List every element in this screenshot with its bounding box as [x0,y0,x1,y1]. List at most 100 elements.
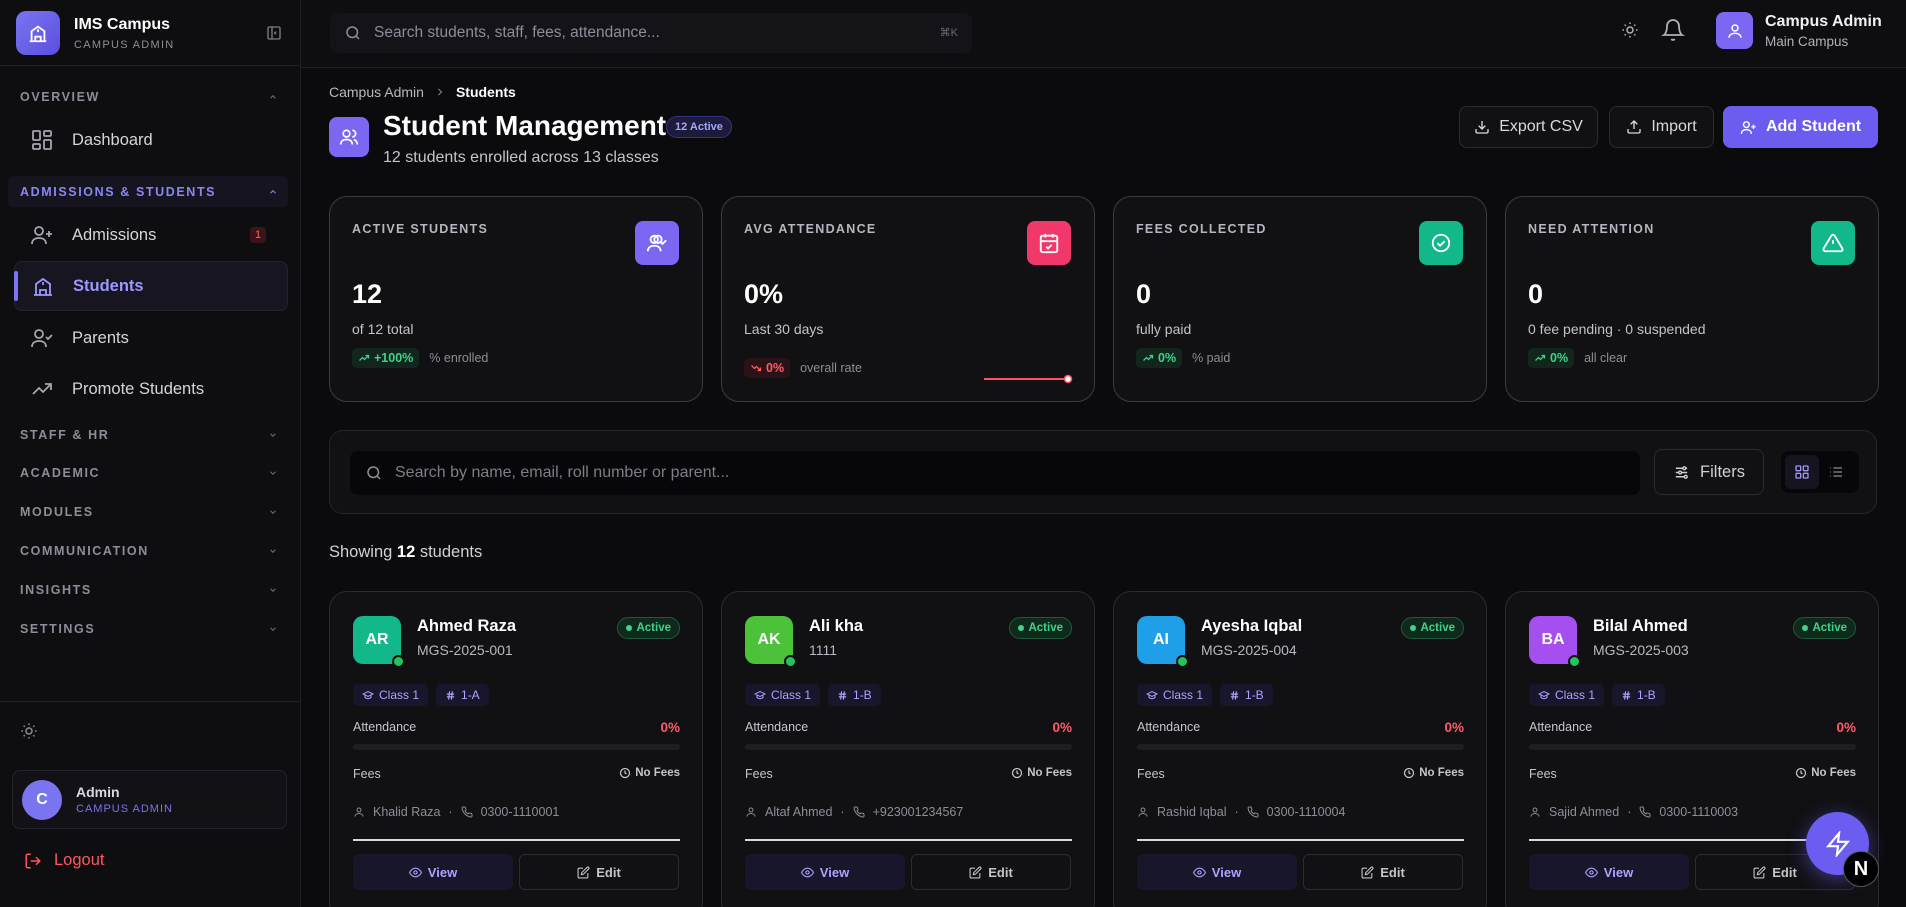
fees-value: No Fees [635,767,680,779]
student-name[interactable]: Bilal Ahmed [1593,617,1688,635]
stat-value: 0% [744,279,784,309]
user-check-icon [635,221,679,265]
student-card[interactable]: AK Ali kha 1111 Active Class 1 1-B Atten… [721,591,1095,907]
showing-count: Showing 12 students [329,543,482,562]
class-tag: Class 1 [1529,684,1605,706]
eye-icon [408,867,422,877]
section-communication[interactable]: COMMUNICATION [20,541,278,561]
eye-icon [1192,867,1206,877]
student-name[interactable]: Ahmed Raza [417,617,517,635]
attendance-label: Attendance [353,720,417,734]
edit-icon [1361,865,1374,878]
parent-contact: Sajid Ahmed · 0300-1110003 [1529,805,1738,819]
view-button[interactable]: View [1137,854,1297,890]
trend-note: % enrolled [429,351,489,365]
fees-value: No Fees [1811,767,1856,779]
search-placeholder: Search by name, email, roll number or pa… [395,464,730,481]
school-logo-icon [16,11,60,55]
trend-value: 0% [1158,351,1177,365]
section-modules[interactable]: MODULES [20,502,278,522]
section-insights[interactable]: INSIGHTS [20,580,278,600]
user-plus-icon [28,221,56,249]
search-shortcut: ⌘K [939,27,958,39]
sidebar-user-card[interactable]: C Admin CAMPUS ADMIN [12,770,287,829]
hash-icon [446,690,455,700]
eye-icon [1584,867,1598,877]
top-user-menu[interactable]: Campus Admin Main Campus [1716,12,1882,49]
student-search-input[interactable]: Search by name, email, roll number or pa… [350,451,1640,495]
student-card[interactable]: AR Ahmed Raza MGS-2025-001 Active Class … [329,591,703,907]
student-card[interactable]: AI Ayesha Iqbal MGS-2025-004 Active Clas… [1113,591,1487,907]
sidebar-item-dashboard[interactable]: Dashboard [14,115,288,165]
sidebar-item-parents[interactable]: Parents [14,313,288,363]
student-name[interactable]: Ayesha Iqbal [1201,617,1303,635]
avatar: C [22,779,62,820]
parent-name: Sajid Ahmed [1549,805,1620,819]
fees-status: No Fees [619,767,680,779]
parent-name: Altaf Ahmed [765,805,833,819]
sidebar-item-promote[interactable]: Promote Students [14,364,288,414]
notification-bell-icon[interactable] [1661,18,1685,42]
edit-button[interactable]: Edit [911,854,1071,890]
search-icon [346,26,360,40]
view-button[interactable]: View [353,854,513,890]
theme-sun-icon[interactable] [1621,21,1639,39]
view-button[interactable]: View [1529,854,1689,890]
grid-view-icon[interactable] [1785,455,1819,489]
section-overview[interactable]: OVERVIEW [20,87,278,107]
brand-name: IMS Campus [74,15,171,33]
add-student-button[interactable]: Add Student [1723,106,1878,148]
roll-number: MGS-2025-003 [1593,642,1689,658]
logout-icon [25,853,41,868]
student-avatar: AK [745,616,797,668]
separator-dot: · [1627,805,1632,819]
separator-dot: · [1234,805,1239,819]
section-academic-label: ACADEMIC [20,466,101,480]
stat-trend: 0% overall rate [744,358,862,378]
fees-label: Fees [1529,767,1557,781]
chevron-down-icon [270,433,276,437]
view-toggle [1781,451,1859,493]
user-icon [1138,807,1148,817]
edit-button[interactable]: Edit [519,854,679,890]
export-csv-button[interactable]: Export CSV [1459,106,1598,148]
class-tags: Class 1 1-A [353,684,497,706]
theme-toggle-sun-icon[interactable] [20,722,40,742]
logout-button[interactable]: Logout [24,851,104,870]
filters-button[interactable]: Filters [1654,449,1764,495]
status-badge: Active [1401,617,1464,639]
list-view-icon[interactable] [1819,455,1853,489]
user-icon [746,807,756,817]
view-button[interactable]: View [745,854,905,890]
section-admissions[interactable]: ADMISSIONS & STUDENTS [20,182,278,202]
edit-icon [969,865,982,878]
sidebar-item-admissions[interactable]: Admissions 1 [14,210,288,260]
attendance-label: Attendance [1137,720,1201,734]
class-tags: Class 1 1-B [1137,684,1281,706]
section-label: 1-A [461,688,480,702]
sidebar-item-label: Students [73,276,144,295]
student-name[interactable]: Ali kha [809,617,864,635]
student-avatar: AR [353,616,405,668]
user-icon [1530,807,1540,817]
phone-icon [1247,806,1259,818]
next-dev-badge[interactable]: N [1843,851,1879,887]
edit-button[interactable]: Edit [1303,854,1463,890]
section-academic[interactable]: ACADEMIC [20,463,278,483]
breadcrumb-parent[interactable]: Campus Admin [329,84,424,100]
import-button[interactable]: Import [1609,106,1714,148]
section-label: 1-B [1245,688,1264,702]
section-staff[interactable]: STAFF & HR [20,425,278,445]
global-search-input[interactable]: Search students, staff, fees, attendance… [330,13,972,53]
sidebar-item-students[interactable]: Students [14,261,288,311]
section-communication-label: COMMUNICATION [20,544,149,558]
section-settings[interactable]: SETTINGS [20,619,278,639]
download-icon [1475,121,1489,134]
sliders-icon [1675,465,1688,479]
section-modules-label: MODULES [20,505,94,519]
class-tags: Class 1 1-B [745,684,889,706]
fees-value: No Fees [1419,767,1464,779]
sidebar-collapse-icon[interactable] [264,23,284,43]
section-tag: 1-B [828,684,881,706]
status-badge: Active [1009,617,1072,639]
